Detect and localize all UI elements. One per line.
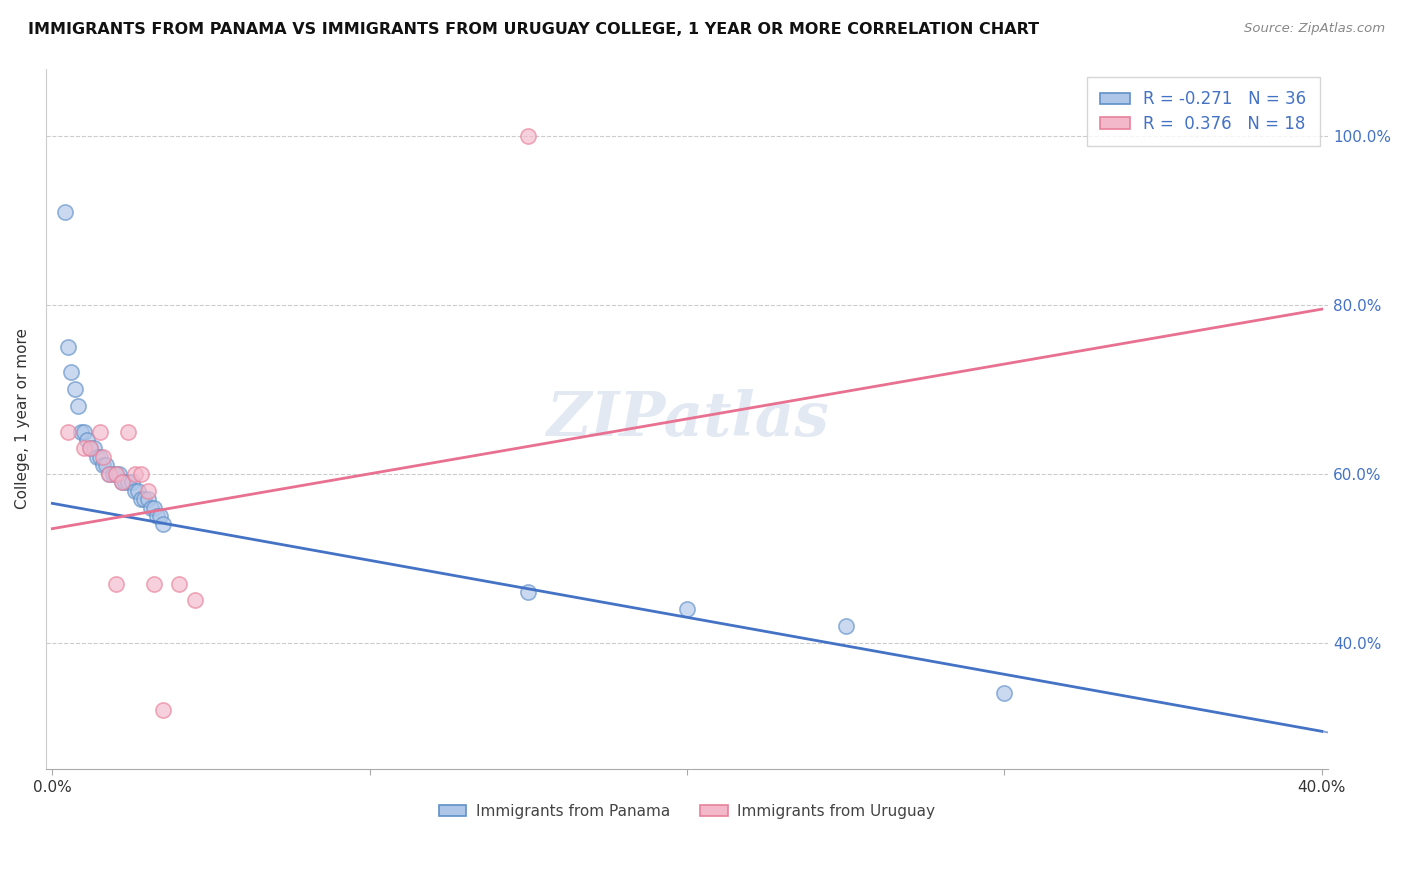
Point [149, 508, 172, 523]
Point [86, 450, 108, 464]
Point [117, 475, 139, 490]
Point [104, 467, 127, 481]
Point [76, 433, 98, 447]
Point [79, 442, 101, 456]
Point [129, 492, 152, 507]
Point [96, 458, 118, 473]
Point [127, 483, 149, 498]
Point [73, 442, 96, 456]
Point [124, 483, 146, 498]
Point [142, 576, 165, 591]
Point [60, 366, 83, 380]
Point [56, 425, 79, 439]
Point [121, 475, 143, 490]
Point [89, 450, 111, 464]
Text: IMMIGRANTS FROM PANAMA VS IMMIGRANTS FROM URUGUAY COLLEGE, 1 YEAR OR MORE CORREL: IMMIGRANTS FROM PANAMA VS IMMIGRANTS FRO… [28, 22, 1039, 37]
Point [169, 576, 191, 591]
Point [993, 686, 1015, 700]
Point [117, 425, 139, 439]
Point [152, 703, 174, 717]
Point [129, 467, 152, 481]
Y-axis label: College, 1 year or more: College, 1 year or more [15, 328, 30, 509]
Point [98, 467, 121, 481]
Point [73, 425, 96, 439]
Point [104, 576, 127, 591]
Point [134, 492, 156, 507]
Point [139, 500, 162, 515]
Point [89, 425, 111, 439]
Point [56, 340, 79, 354]
Point [111, 475, 134, 490]
Point [104, 467, 127, 481]
Point [146, 508, 169, 523]
Point [91, 450, 114, 464]
Point [184, 593, 207, 607]
Text: Source: ZipAtlas.com: Source: ZipAtlas.com [1244, 22, 1385, 36]
Point [835, 619, 858, 633]
Legend: Immigrants from Panama, Immigrants from Uruguay: Immigrants from Panama, Immigrants from … [433, 797, 941, 825]
Point [53, 205, 76, 219]
Point [517, 129, 540, 144]
Point [79, 442, 101, 456]
Point [152, 517, 174, 532]
Point [63, 383, 86, 397]
Point [83, 442, 105, 456]
Point [124, 467, 146, 481]
Point [98, 467, 121, 481]
Point [70, 425, 93, 439]
Text: ZIPatlas: ZIPatlas [546, 389, 828, 449]
Point [108, 467, 131, 481]
Point [101, 467, 124, 481]
Point [517, 585, 540, 599]
Point [114, 475, 136, 490]
Point [66, 399, 89, 413]
Point [111, 475, 134, 490]
Point [676, 602, 699, 616]
Point [91, 458, 114, 473]
Point [142, 500, 165, 515]
Point [136, 483, 159, 498]
Point [136, 492, 159, 507]
